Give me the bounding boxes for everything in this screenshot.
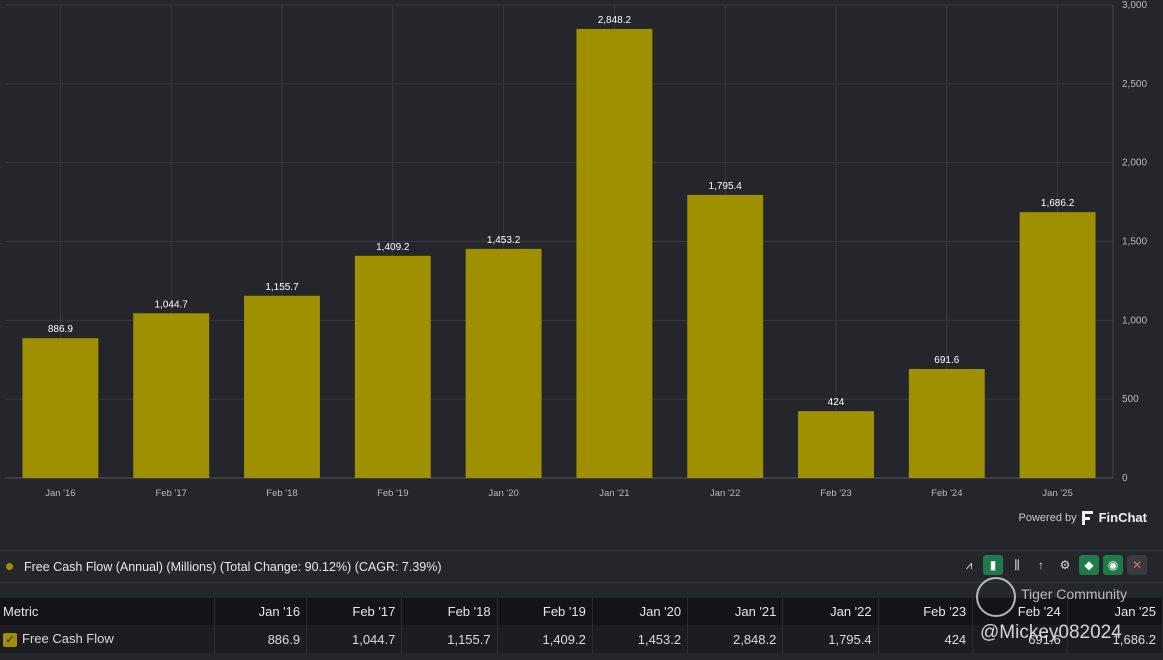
bar-value-label: 691.6: [934, 355, 959, 366]
bar-value-label: 1,044.7: [155, 299, 189, 310]
tiger-logo-icon: [976, 577, 1016, 617]
bar-value-label: 1,795.4: [709, 181, 743, 192]
table-cell: 1,155.7: [401, 625, 498, 653]
x-tick-label: Jan '21: [599, 488, 629, 499]
table-body: ✓ Free Cash Flow 886.9 1,044.7 1,155.7 1,409.…: [0, 625, 1163, 653]
x-tick-label: Jan '22: [710, 488, 740, 499]
table-cell: 691.6: [972, 625, 1068, 653]
powered-by: Powered by FinChat: [1019, 510, 1147, 525]
table-cell: 2,848.2: [687, 625, 784, 653]
y-tick-label: 3,000: [1122, 0, 1147, 11]
chart-toolbar: ⩘ ▮ ⫼ ↑ ⚙ ◆ ◉ ✕: [959, 555, 1147, 575]
x-tick-label: Feb '19: [377, 488, 408, 499]
close-icon[interactable]: ✕: [1127, 555, 1147, 575]
y-tick-label: 0: [1122, 473, 1128, 484]
row-label-text: Free Cash Flow: [22, 631, 114, 647]
y-tick-label: 2,500: [1122, 79, 1147, 90]
bar-value-label: 1,686.2: [1041, 198, 1075, 209]
finchat-logo-icon: [1081, 510, 1093, 525]
y-tick-label: 1,000: [1122, 315, 1147, 326]
table-header-cell[interactable]: Jan '25: [1067, 598, 1163, 625]
table-row: ✓ Free Cash Flow 886.9 1,044.7 1,155.7 1,409.…: [0, 625, 1163, 653]
bar: [354, 255, 431, 478]
table-header-cell[interactable]: Feb '18: [401, 598, 498, 625]
series-legend-label: Free Cash Flow (Annual) (Millions) (Tota…: [24, 559, 442, 574]
y-tick-label: 1,500: [1122, 237, 1147, 248]
watermark-handle: @Mickey082024: [980, 622, 1122, 643]
table-header-cell[interactable]: Jan '21: [687, 598, 784, 625]
bar-value-label: 1,453.2: [487, 235, 521, 246]
bar-chart: 0 500 1,000 1,500 2,000 2,500 3,000 886.9 Jan '1…: [5, 0, 1147, 499]
watermark: Tiger Community @Mickey082024: [975, 576, 1155, 660]
checkbox-icon[interactable]: ✓: [3, 632, 17, 647]
bar-value-label: 1,409.2: [376, 242, 410, 253]
table-cell: 1,044.7: [306, 625, 403, 653]
table-cell: 886.9: [214, 625, 308, 653]
x-tick-label: Jan '20: [488, 488, 518, 499]
watermark-community: Tiger Community: [1021, 586, 1128, 602]
bar: [465, 248, 542, 478]
table-cell: 1,409.2: [497, 625, 593, 653]
bar-value-label: 424: [828, 397, 845, 408]
sort-icon[interactable]: ↑: [1038, 558, 1044, 572]
x-tick-label: Feb '18: [266, 488, 297, 499]
bar-value-label: 1,155.7: [265, 282, 299, 293]
x-tick-label: Jan '16: [45, 488, 75, 499]
grouped-bar-icon[interactable]: ⫼: [1014, 557, 1020, 572]
table-cell: 1,453.2: [592, 625, 689, 653]
bar-chart-icon[interactable]: ▮: [983, 555, 1003, 575]
table-header-cell[interactable]: Jan '20: [592, 598, 689, 625]
table-header-cell[interactable]: Feb '23: [878, 598, 974, 625]
bar: [798, 411, 874, 478]
bar: [576, 28, 653, 478]
table-cell: 1,686.2: [1067, 625, 1163, 653]
series-legend: Free Cash Flow (Annual) (Millions) (Tota…: [0, 550, 1163, 583]
table-row-label: ✓ Free Cash Flow: [0, 625, 215, 653]
eye-icon[interactable]: ◉: [1103, 555, 1123, 575]
bar-value-label: 2,848.2: [598, 15, 632, 26]
y-tick-label: 500: [1122, 394, 1139, 405]
x-tick-label: Jan '25: [1042, 488, 1072, 499]
bar: [908, 368, 985, 478]
table-header-cell[interactable]: Jan '22: [782, 598, 879, 625]
x-tick-label: Feb '24: [931, 488, 962, 499]
bar: [22, 338, 99, 478]
x-tick-label: Feb '23: [820, 488, 851, 499]
table-header-cell[interactable]: Feb '17: [306, 598, 403, 625]
table-header-cell[interactable]: Jan '16: [214, 598, 308, 625]
bar: [687, 194, 764, 478]
bar: [244, 295, 320, 478]
table-header-metric: Metric: [0, 598, 215, 625]
x-tick-label: Feb '17: [156, 488, 187, 499]
powered-by-text: Powered by: [1018, 511, 1077, 524]
bar-value-label: 886.9: [48, 324, 73, 335]
table-header-cell[interactable]: Feb '19: [497, 598, 593, 625]
y-tick-label: 2,000: [1122, 158, 1147, 169]
tag-icon[interactable]: ◆: [1079, 555, 1099, 575]
table-cell: 1,795.4: [782, 625, 879, 653]
table-header-row: Metric Jan '16 Feb '17 Feb '18 Feb '19 Jan '2…: [0, 598, 1163, 625]
finchat-brand: FinChat: [1098, 510, 1147, 525]
line-chart-icon[interactable]: ⩘: [965, 557, 973, 572]
metric-table: Metric Jan '16 Feb '17 Feb '18 Feb '19 Jan '2…: [0, 598, 1163, 653]
bar: [1019, 212, 1096, 479]
settings-icon[interactable]: ⚙: [1059, 558, 1071, 572]
bar: [133, 313, 210, 478]
table-cell: 424: [878, 625, 974, 653]
series-color-dot: [6, 563, 13, 570]
